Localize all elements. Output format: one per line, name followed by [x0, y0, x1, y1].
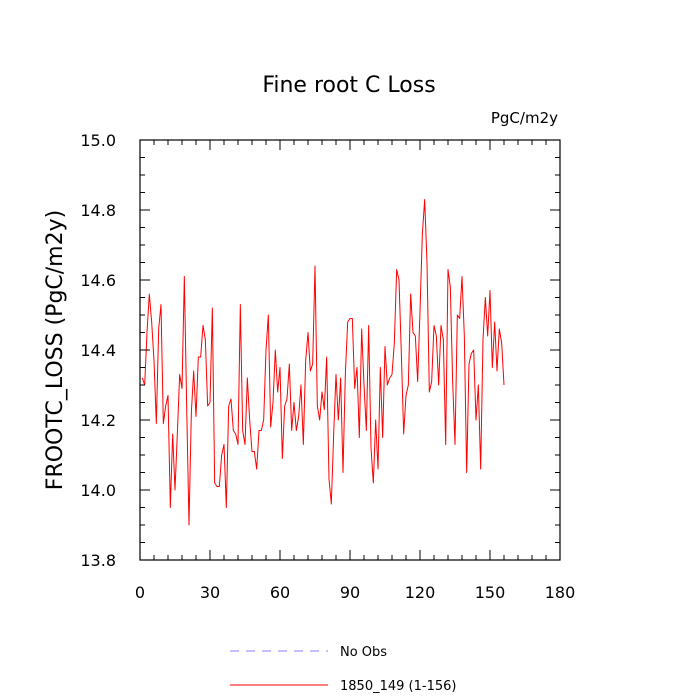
x-tick-label: 90: [340, 583, 360, 602]
series-layer: [141, 199, 505, 526]
x-tick-label: 180: [545, 583, 576, 602]
x-tick-label: 60: [270, 583, 290, 602]
y-tick-label: 13.8: [80, 551, 116, 570]
legend-label-1: 1850_149 (1-156): [340, 679, 456, 694]
plot-border: [139, 139, 561, 561]
x-tick-label: 30: [200, 583, 220, 602]
units-label: PgC/m2y: [491, 109, 558, 127]
chart-title: Fine root C Loss: [262, 73, 435, 98]
y-tick-label: 15.0: [80, 131, 116, 150]
x-axis-ticks: 0 30 60 90 120 150 180: [135, 140, 575, 602]
legend: No Obs 1850_149 (1-156): [230, 645, 456, 694]
x-tick-label: 0: [135, 583, 145, 602]
legend-label-0: No Obs: [340, 645, 387, 660]
x-tick-label: 120: [405, 583, 436, 602]
y-tick-label: 14.0: [80, 481, 116, 500]
y-axis-label: FROOTC_LOSS (PgC/m2y): [43, 210, 68, 490]
y-axis-ticks: 13.8 14.0 14.2 14.4 14.6 14.8 15.0: [80, 131, 560, 570]
plot-frame: [139, 139, 561, 561]
x-tick-label: 150: [475, 583, 506, 602]
y-tick-label: 14.8: [80, 201, 116, 220]
y-tick-label: 14.6: [80, 271, 116, 290]
y-tick-label: 14.4: [80, 341, 116, 360]
y-tick-label: 14.2: [80, 411, 116, 430]
series-line-1: [141, 199, 505, 526]
